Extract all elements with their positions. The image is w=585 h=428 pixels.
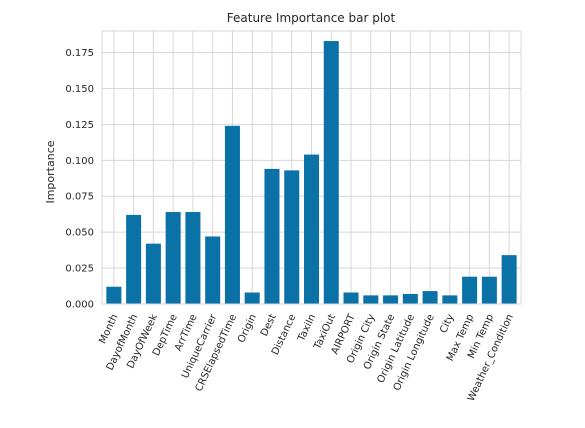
plot-area: 0.000 0.025 0.050 0.075 0.100 0.125 0.150 0.175…	[65, 30, 522, 403]
bar-arrtime	[185, 212, 201, 304]
bar-origin-latitude	[402, 293, 418, 304]
y-tick-label: 0.100	[65, 156, 94, 167]
bar-max-temp	[462, 276, 478, 304]
bar-city	[442, 295, 458, 304]
bar-dest	[264, 168, 280, 304]
y-tick-label: 0.125	[65, 120, 94, 131]
y-tick-label: 0.000	[65, 300, 94, 311]
bar-origin-state	[383, 295, 399, 304]
y-tick-label: 0.025	[65, 264, 94, 275]
bar-dayofmonth	[126, 214, 142, 304]
y-axis-label: Importance	[44, 140, 57, 203]
bar-dayofweek	[145, 243, 161, 304]
bar-origin	[244, 292, 260, 304]
plot-border	[101, 30, 522, 305]
y-tick-label: 0.075	[65, 192, 94, 203]
bar-min-temp	[481, 276, 497, 304]
y-tick-label: 0.150	[65, 84, 94, 95]
bar-distance	[284, 170, 300, 304]
y-tick-label: 0.050	[65, 228, 94, 239]
bar-crselapsedtime	[224, 125, 240, 305]
chart-title: Feature Importance bar plot	[227, 11, 396, 25]
bar-taxiout	[323, 41, 339, 305]
y-tick-label: 0.175	[65, 48, 94, 59]
bar-deptime	[165, 212, 181, 304]
bar-airport	[343, 292, 359, 304]
bar-uniquecarrier	[205, 236, 221, 304]
bar-taxiin	[303, 154, 320, 304]
bar-origin-city	[363, 295, 379, 304]
bar-weather-condition	[501, 255, 517, 304]
bar-origin-longitude	[422, 291, 438, 304]
bar-month	[106, 286, 122, 304]
